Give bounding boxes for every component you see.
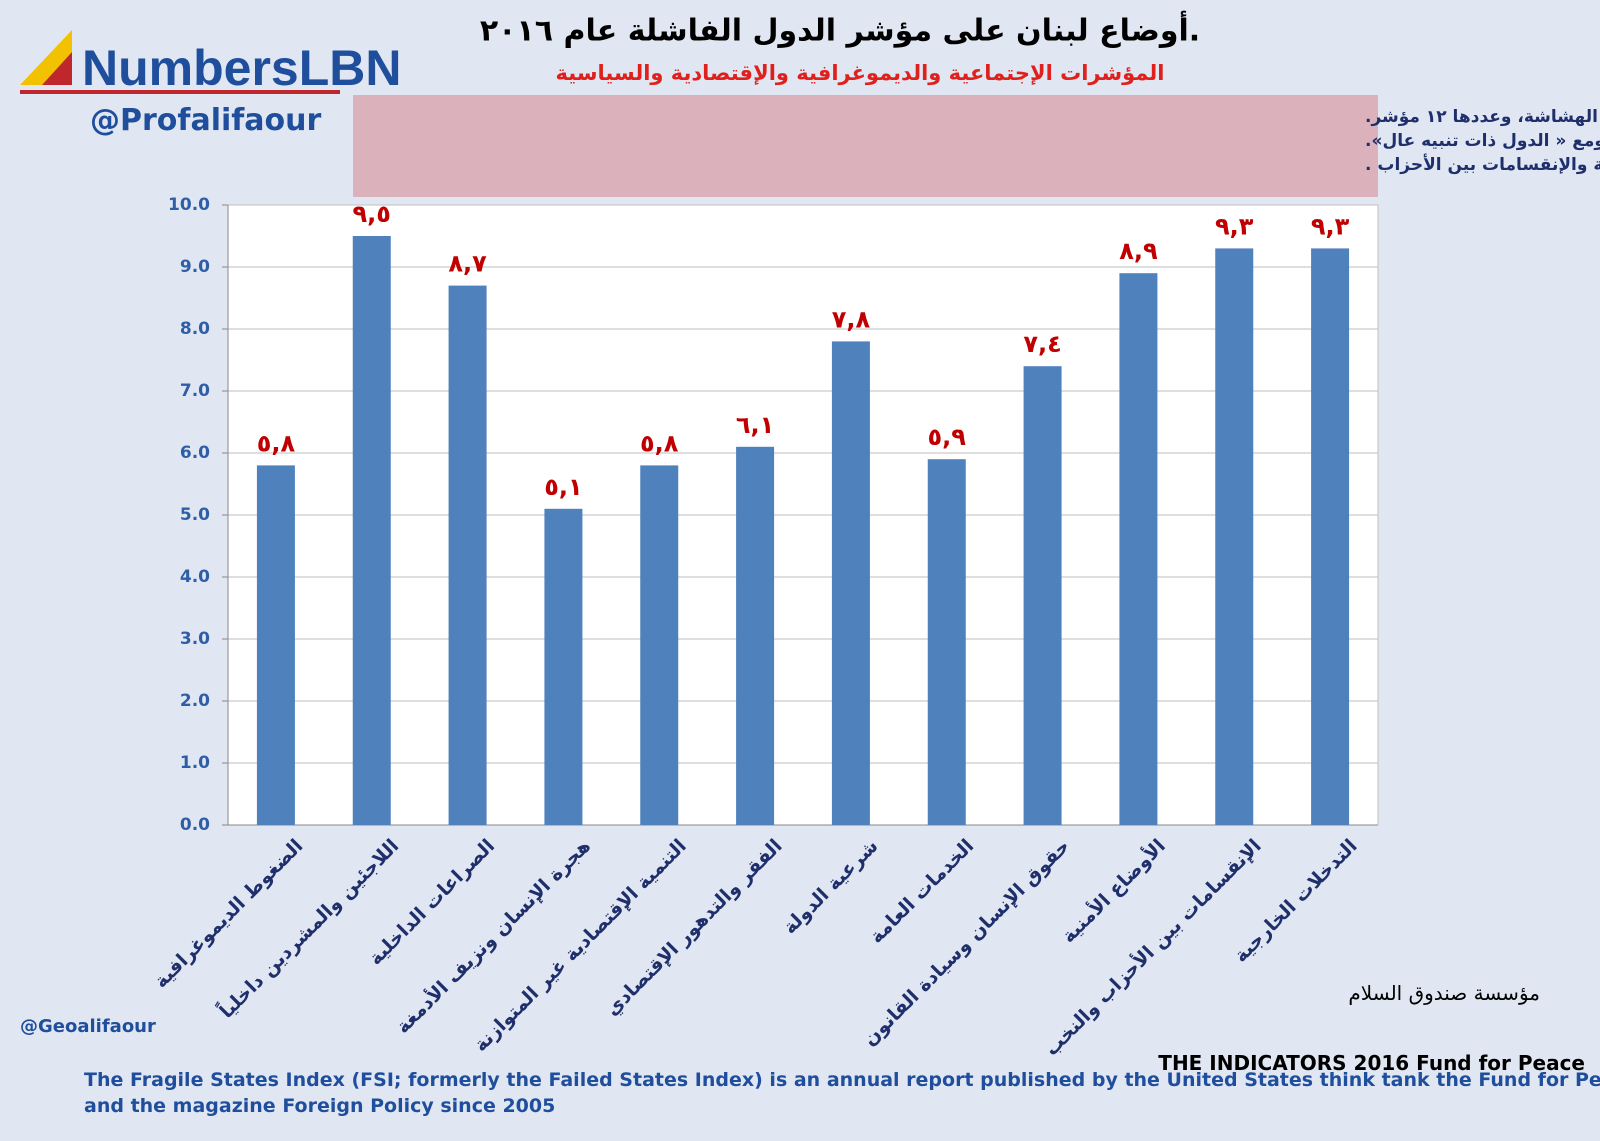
data-label: ٩,٣ — [1215, 212, 1254, 240]
footer-line: The Fragile States Index (FSI; formerly … — [84, 1069, 1600, 1091]
x-tick-label: اللاجئين والمشردين داخلياً — [213, 833, 403, 1023]
x-tick-label: التنمية الإقتصادية غير المتوازنة — [470, 835, 691, 1056]
chart-subtitle: المؤشرات الإجتماعية والديموغرافية والإقت… — [556, 61, 1165, 85]
y-tick-label: 7.0 — [180, 381, 210, 401]
data-label: ٩,٥ — [353, 200, 391, 228]
data-label: ٧,٨ — [832, 305, 871, 333]
data-label: ٥,٨ — [640, 429, 679, 457]
y-tick-label: 8.0 — [180, 319, 210, 339]
y-tick-label: 5.0 — [180, 505, 210, 525]
note-line: أما العلامة الأعلى التي نالها فكانت على … — [1365, 153, 1600, 175]
x-tick-label: هجرة الإنسان ونزيف الأدمغة — [391, 834, 595, 1038]
logo-sail-red — [42, 52, 72, 85]
bar — [1311, 248, 1350, 825]
handle2: @Geoalifaour — [20, 1016, 156, 1037]
bar — [831, 341, 870, 825]
bar — [544, 508, 583, 825]
data-label: ٥,١ — [544, 473, 582, 501]
data-label: ٧,٤ — [1023, 330, 1061, 358]
note-box — [353, 95, 1378, 197]
note-line: نال لبنان ٨٩,٦ علامة عام ٢٠١٦ (من أصل ١٢… — [1365, 105, 1600, 127]
bar — [927, 459, 966, 825]
note-line: وفي مرتبة ٤٠ على مستوى العالم من بين ١٧٨… — [1365, 131, 1600, 151]
chart-title: أوضاع لبنان على مؤشر الدول الفاشلة عام ٢… — [480, 11, 1200, 49]
x-tick-label: شرعية الدولة — [779, 835, 883, 939]
y-tick-label: 2.0 — [180, 691, 210, 711]
bar — [256, 465, 295, 825]
y-tick-label: 10.0 — [168, 195, 210, 215]
y-tick-label: 6.0 — [180, 443, 210, 463]
source-en: THE INDICATORS 2016 Fund for Peace — [1158, 1051, 1585, 1075]
logo: NumbersLBN — [82, 40, 401, 96]
x-tick-label: الفقر والتدهور الإقتصادي — [601, 835, 787, 1021]
bar — [1119, 273, 1158, 825]
data-label: ٨,٧ — [448, 250, 487, 278]
y-tick-label: 1.0 — [180, 753, 210, 773]
bar — [1215, 248, 1254, 825]
data-label: ٥,٨ — [257, 429, 296, 457]
y-tick-label: 9.0 — [180, 257, 210, 277]
x-tick-label: الأوضاع الأمنية — [1057, 834, 1170, 947]
x-tick-label: حقوق الإنسان وسيادة القانون — [859, 835, 1074, 1050]
bar — [352, 236, 391, 825]
y-tick-label: 3.0 — [180, 629, 210, 649]
handle: @Profalifaour — [90, 103, 322, 138]
y-tick-label: 0.0 — [180, 815, 210, 835]
source-ar: مؤسسة صندوق السلام — [1348, 981, 1540, 1005]
bar — [640, 465, 679, 825]
bar — [448, 285, 487, 826]
data-label: ٦,١ — [736, 411, 774, 439]
bar — [1023, 366, 1062, 825]
data-label: ٨,٩ — [1119, 237, 1158, 265]
y-tick-label: 4.0 — [180, 567, 210, 587]
footer-line: and the magazine Foreign Policy since 20… — [84, 1095, 555, 1117]
data-label: ٥,٩ — [928, 423, 967, 451]
data-label: ٩,٣ — [1311, 212, 1350, 240]
x-tick-label: الإنقسامات بين الأحزاب والنخب — [1040, 834, 1266, 1060]
bar — [736, 446, 775, 825]
